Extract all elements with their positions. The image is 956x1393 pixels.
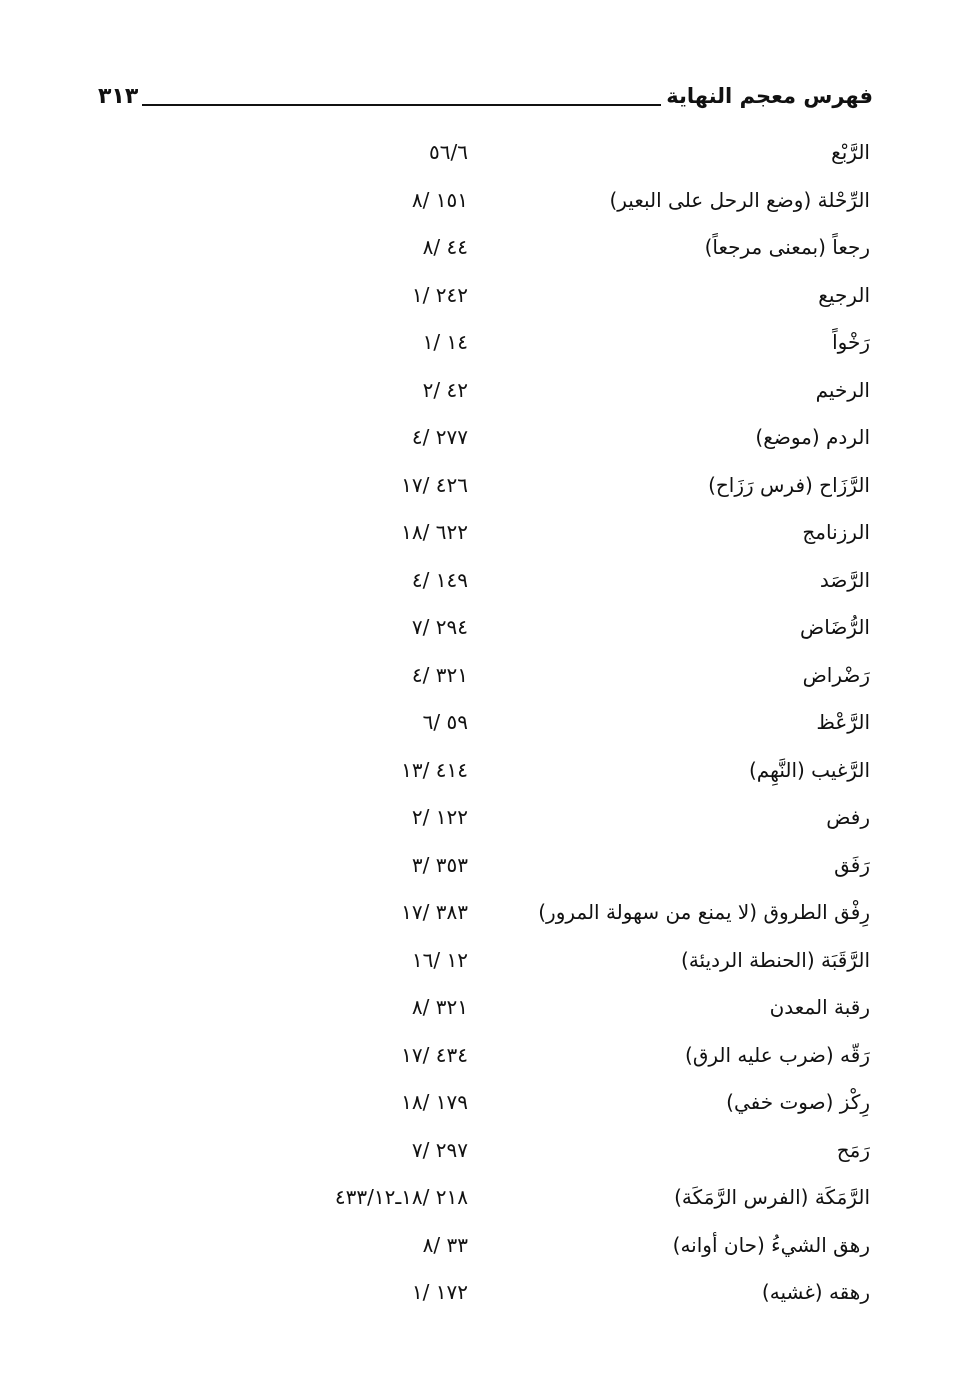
entry-reference: ١٥١ /٨ xyxy=(411,187,468,212)
entry-term: رَضْراض xyxy=(802,662,870,687)
index-entry: رهق الشيءُ (حان أوانه) ٣٣ /٨ xyxy=(0,1231,956,1279)
entry-reference: ٢١٨ /١٨ـ٤٣٣/١٢ xyxy=(334,1185,468,1209)
running-title: فهرس معجم النهاية xyxy=(666,84,873,108)
entry-reference: ١٤ /١ xyxy=(422,330,468,354)
entry-reference: ٤٢٦ /١٧ xyxy=(401,472,468,497)
entry-reference: ٣٣ /٨ xyxy=(422,1232,468,1257)
index-entry: الرَّمَكَة (الفرس الرَّمَكَة) ٢١٨ /١٨ـ٤٣٣… xyxy=(0,1183,956,1231)
entry-reference: ٥٩ /٦ xyxy=(422,710,468,734)
entry-term: الرِّحْلة (وضع الرحل على البعير) xyxy=(609,187,870,212)
index-entry: الرخيم ٤٢ /٢ xyxy=(0,376,956,424)
index-entry: رِكْز (صوت خفي) ١٧٩ /١٨ xyxy=(0,1088,956,1136)
entry-reference: ٣٨٣ /١٧ xyxy=(401,900,468,924)
index-entry: رجعاً (بمعنى مرجعاً) ٤٤ /٨ xyxy=(0,233,956,281)
entry-term: الرَّصَد xyxy=(819,567,870,592)
index-entry: رَضْراض ٣٢١ /٤ xyxy=(0,661,956,709)
entry-term: رجعاً (بمعنى مرجعاً) xyxy=(704,235,870,259)
page-number: ٣١٣ xyxy=(98,84,139,109)
header-rule xyxy=(142,104,661,106)
entry-term: رفض xyxy=(826,805,870,829)
entry-term: الرَّمَكَة (الفرس الرَّمَكَة) xyxy=(674,1185,870,1209)
entry-term: رَقّه (ضرب عليه الرق) xyxy=(685,1042,870,1067)
entry-reference: ١٧٩ /١٨ xyxy=(401,1090,468,1114)
entry-reference: ١٤٩ /٤ xyxy=(411,567,468,592)
entry-reference: ٢٤٢ /١ xyxy=(411,282,468,307)
entry-reference: ٢٧٧ /٤ xyxy=(411,425,468,449)
index-entry: الرَّزَاح (فرس رَزَاح) ٤٢٦ /١٧ xyxy=(0,471,956,519)
index-entry: الرزنامج ٦٢٢ /١٨ xyxy=(0,518,956,566)
index-entry: الرَّغيب (النَّهِم) ٤١٤ /١٣ xyxy=(0,756,956,804)
entry-reference: ٤٢ /٢ xyxy=(422,377,468,402)
index-entry: الردم (موضع) ٢٧٧ /٤ xyxy=(0,423,956,471)
index-list: الرَّبْع ٥٦/٦ الرِّحْلة (وضع الرحل على الب… xyxy=(0,138,956,1326)
entry-reference: ٢٩٧ /٧ xyxy=(411,1137,468,1162)
running-header: ٣١٣ فهرس معجم النهاية xyxy=(98,84,873,120)
index-entry: رقبة المعدن ٣٢١ /٨ xyxy=(0,993,956,1041)
entry-term: الرَّغيب (النَّهِم) xyxy=(749,757,870,782)
entry-term: رهقه (غشيه) xyxy=(761,1280,870,1304)
entry-reference: ٤٤ /٨ xyxy=(422,235,468,259)
entry-term: الردم (موضع) xyxy=(755,425,870,449)
index-entry: الرَّقَبَة (الحنطة الرديئة) ١٢ /١٦ xyxy=(0,946,956,994)
entry-term: رهق الشيءُ (حان أوانه) xyxy=(672,1232,870,1257)
index-entry: رَفَق ٣٥٣ /٣ xyxy=(0,851,956,899)
entry-reference: ٣٥٣ /٣ xyxy=(411,852,468,877)
entry-reference: ٣٢١ /٨ xyxy=(411,995,468,1019)
entry-reference: ٦٢٢ /١٨ xyxy=(401,520,468,544)
index-entry: رَخْواً ١٤ /١ xyxy=(0,328,956,376)
entry-term: الرخيم xyxy=(815,377,870,402)
entry-reference: ٢٩٤ /٧ xyxy=(411,615,468,639)
entry-term: الرَّعْظ xyxy=(816,710,870,734)
entry-term: رَمَح xyxy=(836,1137,870,1162)
entry-term: الرَّقَبَة (الحنطة الرديئة) xyxy=(681,947,870,972)
entry-reference: ١٧٢ /١ xyxy=(411,1280,468,1304)
entry-term: الرزنامج xyxy=(802,520,870,544)
entry-term: الرَّزَاح (فرس رَزَاح) xyxy=(708,472,870,497)
index-entry: الرجيع ٢٤٢ /١ xyxy=(0,281,956,329)
entry-reference: ٥٦/٦ xyxy=(429,140,468,164)
index-entry: الرَّعْظ ٥٩ /٦ xyxy=(0,708,956,756)
entry-term: رَخْواً xyxy=(832,330,870,354)
entry-term: رِفْق الطروق (لا يمنع من سهولة المرور) xyxy=(538,900,870,924)
index-entry: رهقه (غشيه) ١٧٢ /١ xyxy=(0,1278,956,1326)
entry-term: الرَّبْع xyxy=(831,140,870,164)
entry-term: رَفَق xyxy=(834,852,870,877)
index-entry: الرَّصَد ١٤٩ /٤ xyxy=(0,566,956,614)
entry-reference: ٤١٤ /١٣ xyxy=(401,757,468,782)
index-entry: رِفْق الطروق (لا يمنع من سهولة المرور) ٣٨… xyxy=(0,898,956,946)
entry-reference: ٣٢١ /٤ xyxy=(411,662,468,687)
index-entry: رَقّه (ضرب عليه الرق) ٤٣٤ /١٧ xyxy=(0,1041,956,1089)
entry-term: رِكْز (صوت خفي) xyxy=(726,1090,870,1114)
index-entry: الرَّبْع ٥٦/٦ xyxy=(0,138,956,186)
entry-term: الرُّضَاض xyxy=(800,615,870,639)
entry-reference: ١٢ /١٦ xyxy=(411,947,468,972)
index-entry: الرِّحْلة (وضع الرحل على البعير) ١٥١ /٨ xyxy=(0,186,956,234)
index-entry: رَمَح ٢٩٧ /٧ xyxy=(0,1136,956,1184)
entry-reference: ٤٣٤ /١٧ xyxy=(401,1042,468,1067)
entry-term: الرجيع xyxy=(818,282,870,307)
index-entry: رفض ١٢٢ /٢ xyxy=(0,803,956,851)
entry-term: رقبة المعدن xyxy=(769,995,870,1019)
entry-reference: ١٢٢ /٢ xyxy=(411,805,468,829)
index-entry: الرُّضَاض ٢٩٤ /٧ xyxy=(0,613,956,661)
